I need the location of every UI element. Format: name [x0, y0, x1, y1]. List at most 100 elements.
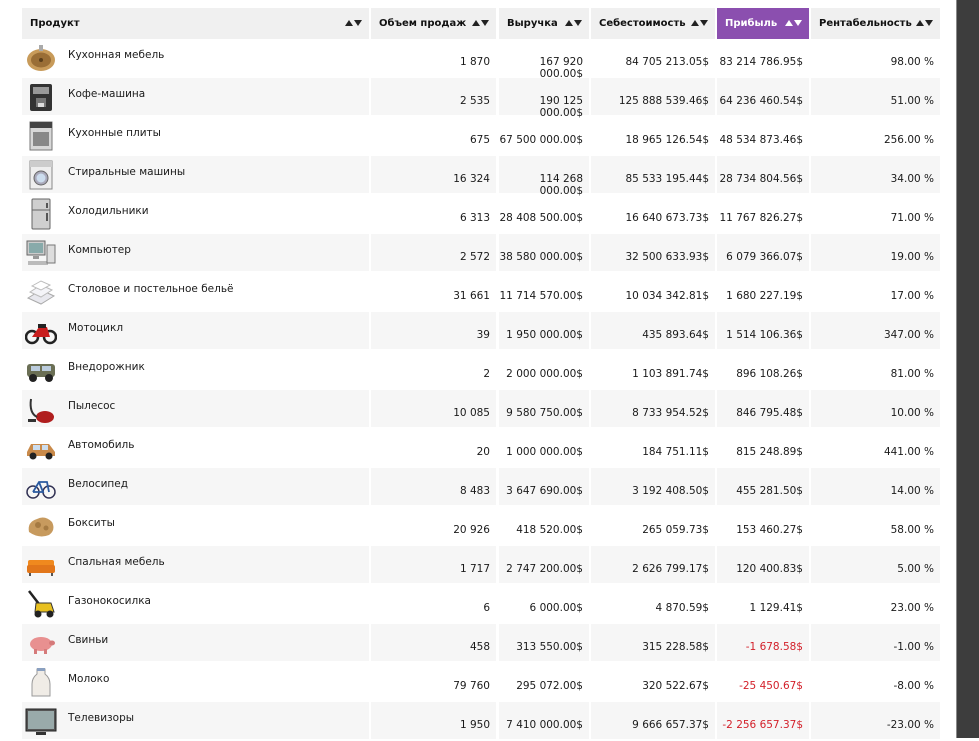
window-frame-left — [0, 0, 10, 738]
volume-cell: 31 661 — [453, 290, 490, 302]
product-cell: Велосипед — [22, 468, 369, 505]
volume-cell: 39 — [371, 312, 496, 349]
sort-arrows-icon[interactable] — [691, 19, 709, 28]
margin-cell: 10.00 % — [811, 390, 940, 427]
volume-cell: 2 535 — [371, 78, 496, 115]
cost-cell: 2 626 799.17$ — [591, 546, 715, 583]
cost-cell: 84 705 213.05$ — [625, 56, 710, 68]
window-frame-edge — [956, 0, 957, 738]
column-header-cost[interactable]: Себестоимость — [591, 8, 715, 39]
product-cell: Бокситы — [22, 507, 369, 544]
table-row[interactable]: Автомобиль 20 1 000 000.00$ 184 751.11$ 815 … — [22, 429, 940, 468]
column-header-label: Прибыль — [725, 18, 778, 29]
cost-cell: 265 059.73$ — [642, 524, 709, 536]
profit-cell: -25 450.67$ — [739, 680, 803, 692]
cost-cell: 184 751.11$ — [642, 446, 709, 458]
product-name: Бокситы — [68, 517, 115, 529]
product-cell: Кухонная мебель — [22, 39, 369, 76]
table-row[interactable]: Молоко 79 760 295 072.00$ 320 522.67$ -25 45… — [22, 663, 940, 702]
table-row[interactable]: Газонокосилка 6 6 000.00$ 4 870.59$ 1 129.41… — [22, 585, 940, 624]
cost-cell: 1 103 891.74$ — [632, 368, 709, 380]
product-name: Газонокосилка — [68, 595, 151, 607]
volume-cell: 10 085 — [371, 390, 496, 427]
product-cell: Телевизоры — [22, 702, 369, 739]
profit-cell: 6 079 366.07$ — [717, 234, 809, 271]
stove-icon — [25, 120, 57, 152]
table-row[interactable]: Столовое и постельное бельё 31 661 11 714 … — [22, 273, 940, 312]
sort-arrows-icon[interactable] — [785, 19, 803, 28]
product-cell: Столовое и постельное бельё — [22, 273, 369, 310]
table-row[interactable]: Бокситы 20 926 418 520.00$ 265 059.73$ 153 4… — [22, 507, 940, 546]
table-row[interactable]: Кофе-машина 2 535 190 125 000.00$ 125 888 5… — [22, 78, 940, 119]
product-cell: Холодильники — [22, 195, 369, 232]
margin-cell: 58.00 % — [890, 524, 934, 536]
table-row[interactable]: Внедорожник 2 2 000 000.00$ 1 103 891.74$ 89… — [22, 351, 940, 390]
margin-cell: 441.00 % — [883, 446, 934, 458]
cost-cell: 32 500 633.93$ — [591, 234, 715, 271]
table-row[interactable]: Компьютер 2 572 38 580 000.00$ 32 500 633.9… — [22, 234, 940, 273]
product-name: Внедорожник — [68, 361, 145, 373]
revenue-cell: 313 550.00$ — [499, 624, 589, 661]
pig-icon — [25, 627, 57, 659]
revenue-cell: 67 500 000.00$ — [499, 134, 584, 146]
product-cell: Пылесос — [22, 390, 369, 427]
bicycle-icon — [25, 471, 57, 503]
window-frame-right — [957, 0, 979, 738]
table-row[interactable]: Холодильники 6 313 28 408 500.00$ 16 640 67… — [22, 195, 940, 234]
table-row[interactable]: Кухонные плиты 675 67 500 000.00$ 18 965 12… — [22, 117, 940, 156]
margin-cell: 256.00 % — [883, 134, 934, 146]
revenue-cell: 114 268 000.00$ — [499, 156, 589, 197]
washing-machine-icon — [25, 159, 57, 191]
kitchen-sink-icon — [25, 42, 57, 74]
volume-cell: 8 483 — [371, 468, 496, 505]
revenue-cell: 167 920 000.00$ — [539, 56, 583, 80]
table-row[interactable]: Кухонная мебель 1 870 167 920 000.00$ 84 70… — [22, 39, 940, 80]
product-cell: Спальная мебель — [22, 546, 369, 583]
revenue-cell: 3 647 690.00$ — [499, 468, 589, 505]
table-row[interactable]: Стиральные машины 16 324 114 268 000.00$ 85… — [22, 156, 940, 197]
sort-arrows-icon[interactable] — [916, 19, 934, 28]
product-name: Пылесос — [68, 400, 116, 412]
table-row[interactable]: Мотоцикл 39 1 950 000.00$ 435 893.64$ 1 514 … — [22, 312, 940, 351]
sort-arrows-icon[interactable] — [565, 19, 583, 28]
column-header-product[interactable]: Продукт — [22, 8, 369, 39]
revenue-cell: 2 000 000.00$ — [506, 368, 583, 380]
profit-cell: 28 734 804.56$ — [717, 156, 809, 193]
margin-cell: 14.00 % — [811, 468, 940, 505]
table-row[interactable]: Телевизоры 1 950 7 410 000.00$ 9 666 657.37… — [22, 702, 940, 741]
product-cell: Газонокосилка — [22, 585, 369, 622]
table-row[interactable]: Пылесос 10 085 9 580 750.00$ 8 733 954.52$ 8… — [22, 390, 940, 429]
sort-arrows-icon[interactable] — [345, 19, 363, 28]
profit-cell: 1 680 227.19$ — [726, 290, 803, 302]
table-row[interactable]: Спальная мебель 1 717 2 747 200.00$ 2 626 7… — [22, 546, 940, 585]
cost-cell: 9 666 657.37$ — [591, 702, 715, 739]
volume-cell: 1 717 — [371, 546, 496, 583]
product-cell: Молоко — [22, 663, 369, 700]
sort-arrows-icon[interactable] — [472, 19, 490, 28]
revenue-cell: 38 580 000.00$ — [499, 234, 589, 271]
margin-cell: -8.00 % — [893, 680, 934, 692]
profit-cell: -2 256 657.37$ — [717, 702, 809, 739]
column-header-label: Объем продаж — [379, 18, 467, 29]
column-header-volume[interactable]: Объем продаж — [371, 8, 496, 39]
cost-cell: 85 533 195.44$ — [591, 156, 715, 193]
revenue-cell: 28 408 500.00$ — [499, 212, 584, 224]
column-header-margin[interactable]: Рентабельность — [811, 8, 940, 39]
product-name: Кухонные плиты — [68, 127, 161, 139]
column-header-label: Выручка — [507, 18, 558, 29]
cost-cell: 125 888 539.46$ — [591, 78, 715, 115]
cost-cell: 3 192 408.50$ — [591, 468, 715, 505]
cost-cell: 8 733 954.52$ — [591, 390, 715, 427]
column-header-profit[interactable]: Прибыль — [717, 8, 809, 39]
profit-cell: 153 460.27$ — [736, 524, 803, 536]
product-name: Спальная мебель — [68, 556, 165, 568]
profit-cell: 120 400.83$ — [717, 546, 809, 583]
table-row[interactable]: Велосипед 8 483 3 647 690.00$ 3 192 408.50$… — [22, 468, 940, 507]
column-header-revenue[interactable]: Выручка — [499, 8, 589, 39]
profit-cell: 1 514 106.36$ — [717, 312, 809, 349]
volume-cell: 79 760 — [453, 680, 490, 692]
product-cell: Свиньи — [22, 624, 369, 661]
profit-cell: 48 534 873.46$ — [719, 134, 804, 146]
table-row[interactable]: Свиньи 458 313 550.00$ 315 228.58$ -1 678.58… — [22, 624, 940, 663]
margin-cell: 98.00 % — [890, 56, 934, 68]
